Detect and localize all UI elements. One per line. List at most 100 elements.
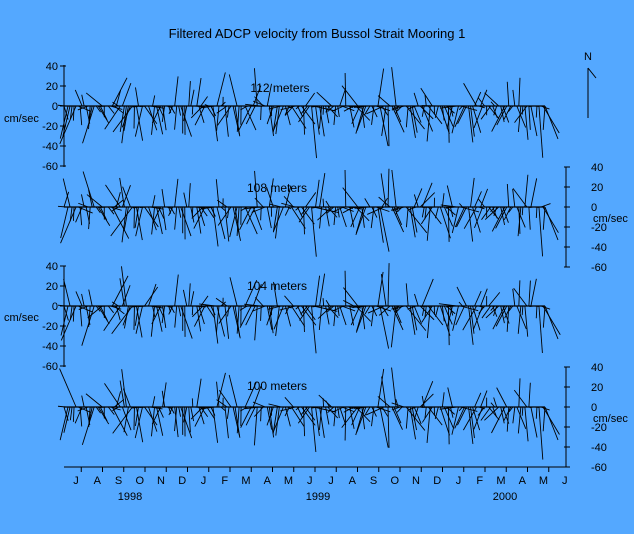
velocity-stick <box>251 206 266 213</box>
velocity-stick <box>484 406 500 421</box>
velocity-stick <box>220 206 226 212</box>
velocity-stick <box>260 206 262 221</box>
velocity-stick <box>156 406 164 436</box>
velocity-stick <box>521 406 524 416</box>
velocity-stick <box>391 169 397 208</box>
velocity-stick <box>480 406 492 421</box>
velocity-stick <box>98 406 107 409</box>
velocity-stick <box>123 206 129 231</box>
velocity-stick <box>387 263 390 307</box>
velocity-stick <box>88 105 93 122</box>
velocity-stick <box>544 206 559 241</box>
velocity-stick <box>504 305 512 319</box>
velocity-stick <box>268 305 274 334</box>
month-label: J <box>562 475 568 487</box>
velocity-stick <box>424 95 427 107</box>
velocity-stick <box>122 186 131 208</box>
velocity-stick <box>245 103 260 107</box>
velocity-stick <box>212 305 219 344</box>
velocity-stick <box>62 178 71 208</box>
velocity-stick <box>517 105 522 133</box>
velocity-stick <box>318 394 332 408</box>
month-label: O <box>135 475 144 487</box>
velocity-stick <box>325 200 331 208</box>
velocity-stick <box>339 206 347 228</box>
velocity-stick <box>311 206 318 209</box>
velocity-stick <box>500 206 506 226</box>
velocity-stick <box>236 206 240 236</box>
velocity-stick <box>238 105 252 131</box>
velocity-stick <box>542 305 561 336</box>
velocity-stick <box>57 304 67 307</box>
velocity-stick <box>236 105 240 132</box>
velocity-stick <box>111 406 128 436</box>
velocity-stick <box>311 305 317 354</box>
velocity-stick <box>110 206 133 237</box>
velocity-stick <box>420 206 433 225</box>
velocity-stick <box>111 301 119 307</box>
velocity-stick <box>326 206 334 214</box>
velocity-stick <box>347 406 354 410</box>
velocity-stick <box>300 305 308 315</box>
velocity-stick <box>236 305 240 334</box>
velocity-stick <box>318 305 323 331</box>
velocity-stick <box>377 368 385 408</box>
y-tick-label: 40 <box>591 362 603 374</box>
velocity-stick <box>311 105 318 108</box>
velocity-stick <box>351 105 361 125</box>
velocity-stick <box>216 206 226 240</box>
velocity-stick <box>268 403 282 408</box>
velocity-stick <box>405 406 426 431</box>
velocity-stick <box>405 305 427 331</box>
velocity-stick <box>114 105 125 114</box>
velocity-stick <box>473 406 484 430</box>
velocity-stick <box>535 105 538 118</box>
velocity-stick <box>455 305 465 326</box>
velocity-stick <box>114 305 125 315</box>
velocity-stick <box>273 206 284 232</box>
velocity-stick <box>62 105 71 136</box>
velocity-stick <box>59 105 69 139</box>
velocity-stick <box>484 206 500 220</box>
velocity-stick <box>297 406 304 419</box>
velocity-stick <box>332 305 344 312</box>
velocity-stick <box>506 81 510 107</box>
velocity-stick <box>434 105 439 118</box>
velocity-stick <box>516 406 527 430</box>
y-tick-label: -20 <box>42 321 58 333</box>
velocity-stick <box>387 105 390 147</box>
velocity-stick <box>342 187 359 208</box>
velocity-stick <box>542 105 546 130</box>
velocity-stick <box>480 89 488 107</box>
velocity-stick <box>204 104 210 107</box>
velocity-stick <box>341 305 356 312</box>
velocity-stick <box>446 305 455 308</box>
velocity-stick <box>542 206 559 233</box>
velocity-stick <box>206 406 215 419</box>
velocity-stick <box>170 305 175 314</box>
velocity-stick <box>148 406 158 432</box>
velocity-stick <box>151 105 162 124</box>
velocity-stick <box>503 105 512 120</box>
velocity-stick <box>407 305 417 310</box>
velocity-stick <box>206 206 215 219</box>
velocity-stick <box>272 105 284 132</box>
velocity-stick <box>240 406 252 428</box>
velocity-stick <box>333 105 337 125</box>
velocity-stick <box>244 406 260 410</box>
velocity-stick <box>144 105 158 125</box>
velocity-stick <box>325 406 330 425</box>
panel-sticks <box>57 263 561 354</box>
velocity-stick <box>421 395 425 408</box>
velocity-stick <box>59 368 77 408</box>
velocity-stick <box>81 293 85 307</box>
velocity-stick <box>343 287 359 307</box>
velocity-stick <box>216 199 228 208</box>
month-label: J <box>201 475 207 487</box>
velocity-stick <box>424 206 427 220</box>
velocity-stick <box>152 206 162 224</box>
velocity-stick <box>227 305 230 317</box>
velocity-stick <box>170 406 175 414</box>
velocity-stick <box>331 105 344 112</box>
velocity-stick <box>183 105 188 122</box>
